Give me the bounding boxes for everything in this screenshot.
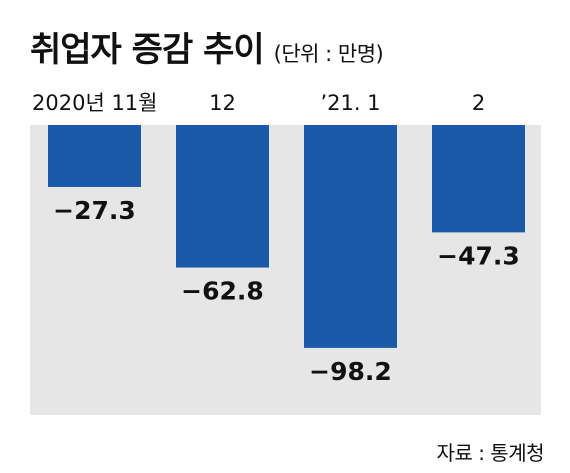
category-label-3: ’21. 1 — [320, 91, 380, 115]
value-label-4: −47.3 — [437, 241, 520, 270]
value-label-3: −98.2 — [309, 357, 392, 386]
category-label-4: 2 — [472, 91, 485, 115]
source-note: 자료 : 통계청 — [436, 441, 545, 465]
category-label-1: 2020년 11월 — [32, 91, 157, 115]
value-label-2: −62.8 — [181, 277, 264, 306]
bar-4 — [432, 125, 525, 233]
chart-unit: (단위 : 만명) — [273, 42, 384, 66]
bar-1 — [48, 125, 141, 187]
bar-2 — [176, 125, 269, 268]
bar-3 — [304, 125, 397, 348]
value-label-1: −27.3 — [53, 196, 136, 225]
chart-title: 취업자 증감 추이 — [30, 30, 265, 70]
category-label-2: 12 — [209, 91, 236, 115]
chart-header: 취업자 증감 추이 (단위 : 만명) — [30, 22, 384, 70]
